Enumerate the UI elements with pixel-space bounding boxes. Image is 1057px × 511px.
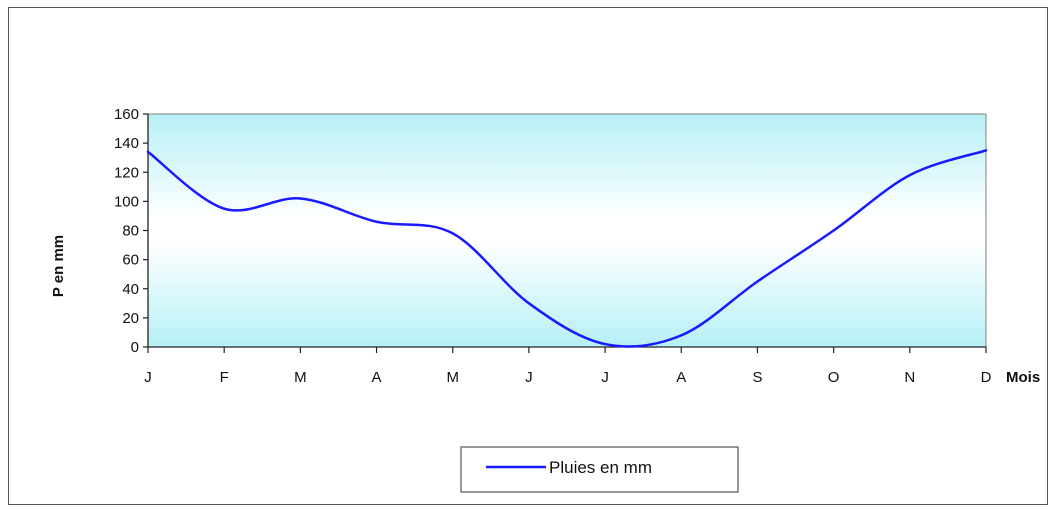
data-point [299, 197, 302, 200]
y-tick-label: 100 [114, 193, 139, 210]
legend: Pluies en mm [460, 446, 739, 493]
x-tick-label: M [294, 369, 307, 386]
series-line [146, 149, 988, 348]
data-point [603, 342, 607, 346]
y-tick-label: 0 [131, 339, 139, 356]
x-tick-label: A [372, 369, 382, 386]
data-point [451, 232, 454, 235]
x-tick-label: M [446, 369, 459, 386]
data-point [984, 149, 988, 152]
series-lines [146, 149, 988, 348]
data-point [222, 207, 226, 210]
y-tick-label: 140 [114, 135, 139, 152]
x-tick-label: D [981, 369, 992, 386]
y-tick-label: 40 [122, 281, 139, 298]
x-tick-label: J [144, 369, 152, 386]
y-axis: 0 20 40 60 80 100 120 140 160 [114, 106, 149, 356]
y-tick-label: 80 [122, 223, 139, 240]
data-point [146, 150, 150, 154]
y-tick-label: 160 [114, 106, 139, 123]
x-tick-label: F [220, 369, 229, 386]
y-tick-label: 120 [114, 164, 139, 181]
legend-box [460, 446, 739, 493]
data-point [375, 220, 378, 223]
data-point [527, 302, 531, 305]
x-axis-title: Mois [1006, 369, 1040, 386]
x-tick-label: J [601, 369, 609, 386]
data-point [908, 173, 912, 177]
y-tick-label: 20 [122, 310, 139, 327]
data-point [680, 334, 683, 337]
y-tick-label: 60 [122, 252, 139, 269]
data-point [832, 229, 835, 232]
x-tick-label: N [904, 369, 915, 386]
x-tick-label: A [676, 369, 686, 386]
legend-label: Pluies en mm [549, 458, 652, 477]
y-axis-title: P en mm [50, 235, 67, 297]
x-tick-label: S [752, 369, 762, 386]
data-point [756, 280, 759, 283]
x-tick-label: J [525, 369, 533, 386]
plot-area [147, 113, 987, 348]
x-tick-label: O [828, 369, 840, 386]
